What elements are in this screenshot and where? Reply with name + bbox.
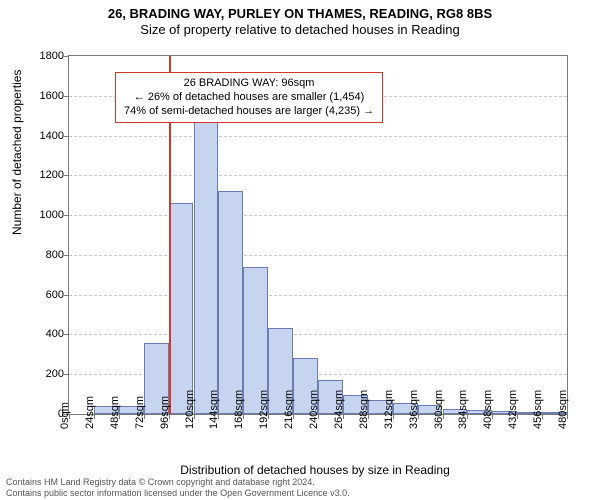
ytick-label: 800 xyxy=(24,249,64,261)
ytick-label: 1800 xyxy=(24,50,64,62)
annotation-line: 26 BRADING WAY: 96sqm xyxy=(124,77,374,91)
ytick-label: 600 xyxy=(24,289,64,301)
ytick-label: 1600 xyxy=(24,90,64,102)
histogram-bar xyxy=(194,122,219,414)
ytick-mark xyxy=(64,175,69,176)
ytick-label: 1400 xyxy=(24,130,64,142)
ytick-label: 400 xyxy=(24,328,64,340)
gridline xyxy=(69,175,567,176)
ytick-mark xyxy=(64,255,69,256)
histogram-bar xyxy=(218,191,243,414)
gridline xyxy=(69,215,567,216)
annotation-box: 26 BRADING WAY: 96sqm← 26% of detached h… xyxy=(115,72,383,123)
ytick-mark xyxy=(64,96,69,97)
ytick-mark xyxy=(64,136,69,137)
gridline xyxy=(69,136,567,137)
ytick-mark xyxy=(64,334,69,335)
annotation-line: ← 26% of detached houses are smaller (1,… xyxy=(124,91,374,105)
plot-area: 26 BRADING WAY: 96sqm← 26% of detached h… xyxy=(68,55,568,415)
title-address: 26, BRADING WAY, PURLEY ON THAMES, READI… xyxy=(0,6,600,22)
ytick-label: 200 xyxy=(24,368,64,380)
gridline xyxy=(69,295,567,296)
ytick-mark xyxy=(64,56,69,57)
footer-line2: Contains public sector information licen… xyxy=(6,488,350,498)
title-block: 26, BRADING WAY, PURLEY ON THAMES, READI… xyxy=(0,0,600,39)
title-subtitle: Size of property relative to detached ho… xyxy=(0,22,600,38)
footer-attribution: Contains HM Land Registry data © Crown c… xyxy=(6,477,350,498)
histogram-bar xyxy=(169,203,194,414)
footer-line1: Contains HM Land Registry data © Crown c… xyxy=(6,477,350,487)
x-axis-label: Distribution of detached houses by size … xyxy=(15,463,600,477)
ytick-mark xyxy=(64,295,69,296)
gridline xyxy=(69,334,567,335)
y-axis-label: Number of detached properties xyxy=(10,70,24,235)
ytick-mark xyxy=(64,374,69,375)
ytick-mark xyxy=(64,215,69,216)
annotation-line: 74% of semi-detached houses are larger (… xyxy=(124,105,374,119)
ytick-label: 0 xyxy=(24,408,64,420)
ytick-label: 1000 xyxy=(24,209,64,221)
ytick-label: 1200 xyxy=(24,169,64,181)
gridline xyxy=(69,255,567,256)
